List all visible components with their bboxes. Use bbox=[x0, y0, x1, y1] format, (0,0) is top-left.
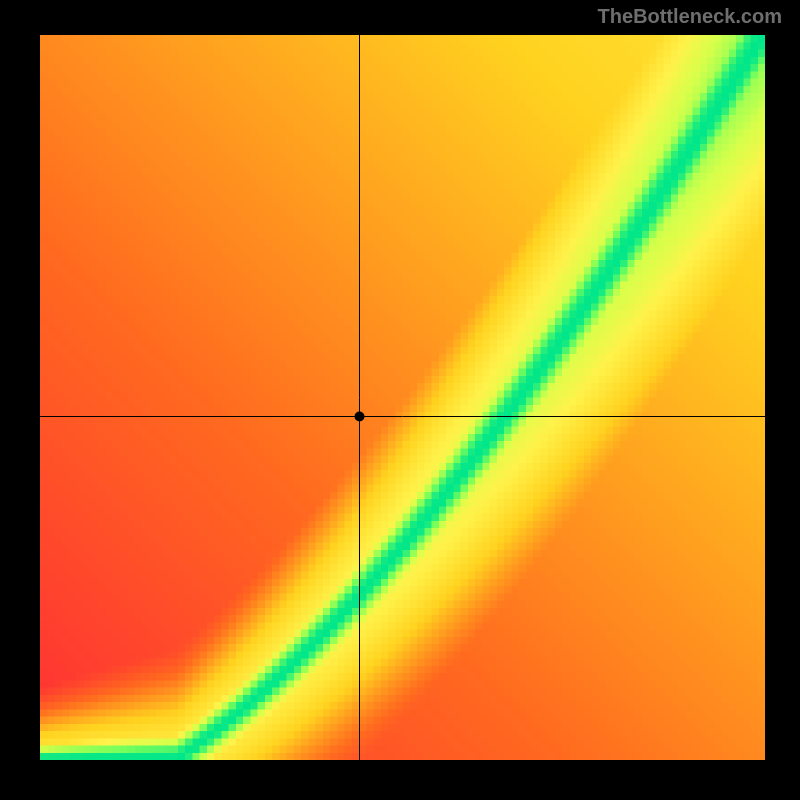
watermark-text: TheBottleneck.com bbox=[598, 6, 782, 29]
crosshair-overlay bbox=[40, 35, 765, 760]
chart-container: TheBottleneck.com bbox=[0, 0, 800, 800]
